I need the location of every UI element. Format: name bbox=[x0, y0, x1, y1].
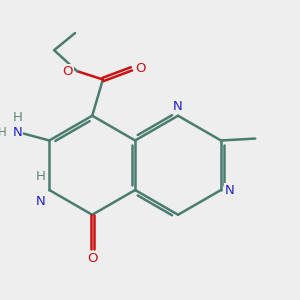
Text: N: N bbox=[12, 126, 22, 139]
Text: O: O bbox=[63, 64, 73, 78]
Text: N: N bbox=[173, 100, 183, 113]
Text: H: H bbox=[12, 111, 22, 124]
Text: H: H bbox=[36, 170, 46, 183]
Text: O: O bbox=[87, 252, 98, 265]
Text: N: N bbox=[225, 184, 235, 196]
Text: H: H bbox=[0, 126, 7, 139]
Text: N: N bbox=[36, 195, 46, 208]
Text: O: O bbox=[135, 62, 146, 75]
